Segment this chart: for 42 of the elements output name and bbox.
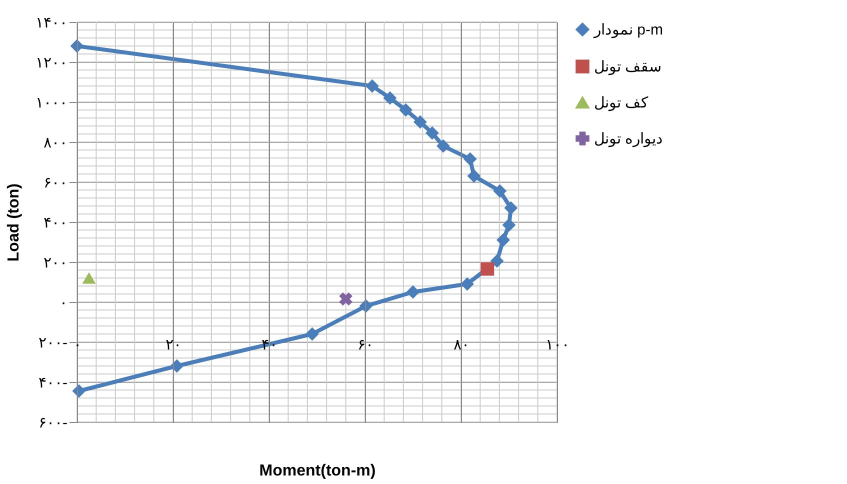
point xyxy=(496,233,510,247)
x-axis-title: Moment(ton-m) xyxy=(259,462,376,480)
x-tick-label: ۱۰۰ xyxy=(546,336,570,354)
point xyxy=(383,91,397,105)
point xyxy=(480,262,494,276)
point xyxy=(425,126,439,140)
y-tick-label: ۴۰۰- xyxy=(38,374,68,392)
y-tick-label: ۶۰۰- xyxy=(38,414,68,432)
point xyxy=(339,292,352,306)
point xyxy=(399,103,413,117)
point xyxy=(365,79,379,93)
point xyxy=(467,169,481,183)
y-tick-label: ۶۰۰ xyxy=(44,174,68,192)
y-tick-label: ۰ xyxy=(60,294,68,312)
y-tick-label: ۸۰۰ xyxy=(44,134,68,152)
x-tick-label: ۸۰ xyxy=(454,336,470,354)
point xyxy=(413,115,427,129)
point xyxy=(504,201,518,215)
y-tick-label: ۲۰۰ xyxy=(44,254,68,272)
y-tick-label: ۱۰۰۰ xyxy=(36,94,68,112)
point xyxy=(502,218,516,232)
point xyxy=(460,277,474,291)
legend-label: کف تونل xyxy=(594,94,650,112)
point xyxy=(170,359,184,373)
x-tick-label: ۲۰ xyxy=(166,336,182,354)
y-tick-label: ۱۴۰۰ xyxy=(36,14,68,32)
point xyxy=(490,254,504,268)
point xyxy=(493,184,507,198)
point xyxy=(463,152,477,166)
y-tick-label: ۱۲۰۰ xyxy=(36,54,68,72)
y-tick-label: ۲۰۰- xyxy=(38,334,68,352)
y-axis-title: Load (ton) xyxy=(6,183,22,262)
x-tick-label: ۰ xyxy=(74,336,82,354)
point xyxy=(406,285,420,299)
point xyxy=(82,272,96,284)
x-tick-label: ۶۰ xyxy=(358,336,374,354)
y-tick-label: ۴۰۰ xyxy=(44,214,68,232)
legend-label: دیواره تونل xyxy=(594,130,664,148)
legend-label: سقف تونل xyxy=(594,58,662,76)
legend-label: نمودار p-m xyxy=(593,22,663,38)
point xyxy=(305,327,319,341)
point xyxy=(436,139,450,153)
